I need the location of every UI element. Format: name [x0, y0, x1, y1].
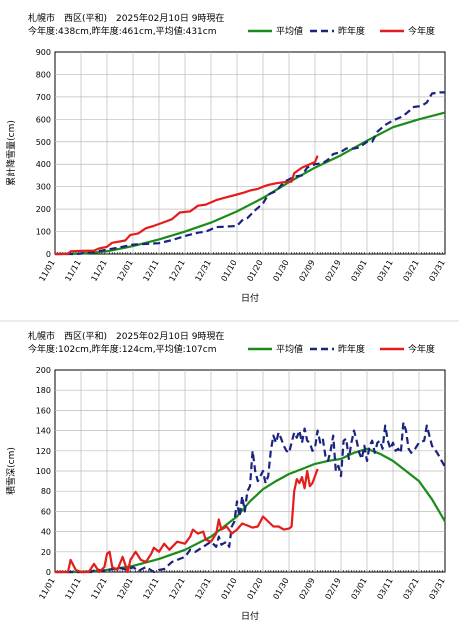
- series-line: [55, 468, 319, 574]
- x-tick-label: 12/01: [115, 577, 134, 601]
- legend-label: 今年度: [408, 25, 435, 37]
- y-tick-label: 100: [36, 228, 51, 237]
- x-tick-label: 02/09: [297, 259, 316, 283]
- series-line: [55, 447, 446, 574]
- y-tick-label: 800: [36, 70, 51, 79]
- y-tick-label: 200: [36, 366, 51, 375]
- x-axis-label: 日付: [241, 293, 259, 304]
- y-tick-label: 700: [36, 93, 51, 102]
- y-tick-label: 600: [36, 115, 51, 124]
- y-axis-label: 積雪深(cm): [5, 447, 17, 495]
- x-tick-label: 01/10: [219, 259, 238, 283]
- x-tick-label: 01/10: [219, 577, 238, 601]
- y-tick-label: 120: [36, 447, 51, 456]
- y-tick-label: 400: [36, 160, 51, 169]
- y-tick-label: 0: [46, 568, 51, 577]
- legend-item: 平均値: [248, 343, 303, 355]
- legend-label: 平均値: [276, 25, 303, 37]
- legend-label: 昨年度: [338, 25, 365, 37]
- y-tick-label: 180: [36, 386, 51, 395]
- x-tick-label: 02/19: [323, 577, 342, 601]
- x-tick-label: 03/21: [401, 259, 420, 283]
- x-tick-label: 11/21: [89, 259, 108, 283]
- x-tick-label: 12/01: [115, 259, 134, 283]
- legend-label: 昨年度: [338, 343, 365, 355]
- y-tick-label: 100: [36, 467, 51, 476]
- y-tick-label: 20: [41, 548, 51, 557]
- x-tick-label: 03/11: [375, 259, 394, 283]
- x-tick-label: 02/09: [297, 577, 316, 601]
- chart-header-line1: 札幌市 西区(平和) 2025年02月10日 9時現在: [28, 330, 224, 342]
- x-tick-label: 12/31: [193, 577, 212, 601]
- x-tick-label: 12/11: [141, 577, 160, 601]
- x-tick-label: 11/01: [37, 577, 56, 601]
- series-line: [55, 155, 319, 256]
- x-tick-label: 01/30: [271, 577, 290, 601]
- y-tick-label: 0: [46, 250, 51, 259]
- legend-item: 昨年度: [310, 25, 365, 37]
- x-tick-label: 12/11: [141, 259, 160, 283]
- chart-header-line2: 今年度:438cm,昨年度:461cm,平均値:431cm: [28, 25, 217, 37]
- plot-area: [54, 51, 446, 255]
- x-tick-label: 11/11: [63, 259, 82, 283]
- x-tick-label: 03/21: [401, 577, 420, 601]
- x-tick-label: 01/20: [245, 259, 264, 283]
- legend-item: 今年度: [380, 25, 435, 37]
- series-line: [55, 421, 446, 574]
- legend-item: 平均値: [248, 25, 303, 37]
- legend-item: 今年度: [380, 343, 435, 355]
- series-line: [54, 111, 446, 256]
- legend-label: 平均値: [276, 343, 303, 355]
- x-tick-label: 12/21: [167, 259, 186, 283]
- y-axis-label: 累計降雪量(cm): [5, 120, 17, 186]
- chart-header-line2: 今年度:102cm,昨年度:124cm,平均値:107cm: [28, 343, 217, 355]
- x-tick-label: 03/01: [349, 259, 368, 283]
- legend-item: 昨年度: [310, 343, 365, 355]
- x-tick-label: 12/31: [193, 259, 212, 283]
- x-tick-label: 01/20: [245, 577, 264, 601]
- y-tick-label: 500: [36, 138, 51, 147]
- chart-header-line1: 札幌市 西区(平和) 2025年02月10日 9時現在: [28, 12, 224, 24]
- y-tick-label: 300: [36, 183, 51, 192]
- y-tick-label: 900: [36, 48, 51, 57]
- y-tick-label: 40: [41, 528, 51, 537]
- y-tick-label: 200: [36, 205, 51, 214]
- x-tick-label: 03/01: [349, 577, 368, 601]
- chart-1: 札幌市 西区(平和) 2025年02月10日 9時現在今年度:438cm,昨年度…: [5, 12, 447, 304]
- series-line: [55, 91, 445, 256]
- x-tick-label: 01/30: [271, 259, 290, 283]
- x-tick-label: 03/11: [375, 577, 394, 601]
- y-tick-label: 80: [41, 487, 51, 496]
- x-tick-label: 11/11: [63, 577, 82, 601]
- legend-label: 今年度: [408, 343, 435, 355]
- x-tick-label: 12/21: [167, 577, 186, 601]
- x-tick-label: 03/31: [427, 259, 446, 283]
- x-axis-label: 日付: [241, 611, 259, 622]
- chart-2: 札幌市 西区(平和) 2025年02月10日 9時現在今年度:102cm,昨年度…: [0, 320, 459, 622]
- x-tick-label: 02/19: [323, 259, 342, 283]
- y-tick-label: 160: [36, 406, 51, 415]
- y-tick-label: 140: [36, 427, 51, 436]
- x-tick-label: 03/31: [427, 577, 446, 601]
- x-tick-label: 11/01: [37, 259, 56, 283]
- y-tick-label: 60: [41, 507, 51, 516]
- x-tick-label: 11/21: [89, 577, 108, 601]
